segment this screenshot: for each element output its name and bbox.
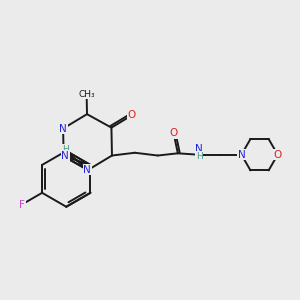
Text: H: H: [196, 152, 203, 160]
Text: N: N: [238, 150, 245, 160]
Text: N: N: [59, 124, 67, 134]
Text: O: O: [274, 150, 282, 160]
Text: F: F: [20, 200, 25, 210]
Text: H: H: [62, 145, 69, 154]
Text: CH₃: CH₃: [78, 90, 95, 99]
Text: N: N: [83, 165, 91, 175]
Text: O: O: [128, 110, 136, 120]
Text: O: O: [169, 128, 178, 138]
Text: N: N: [61, 151, 69, 161]
Text: N: N: [195, 144, 203, 154]
